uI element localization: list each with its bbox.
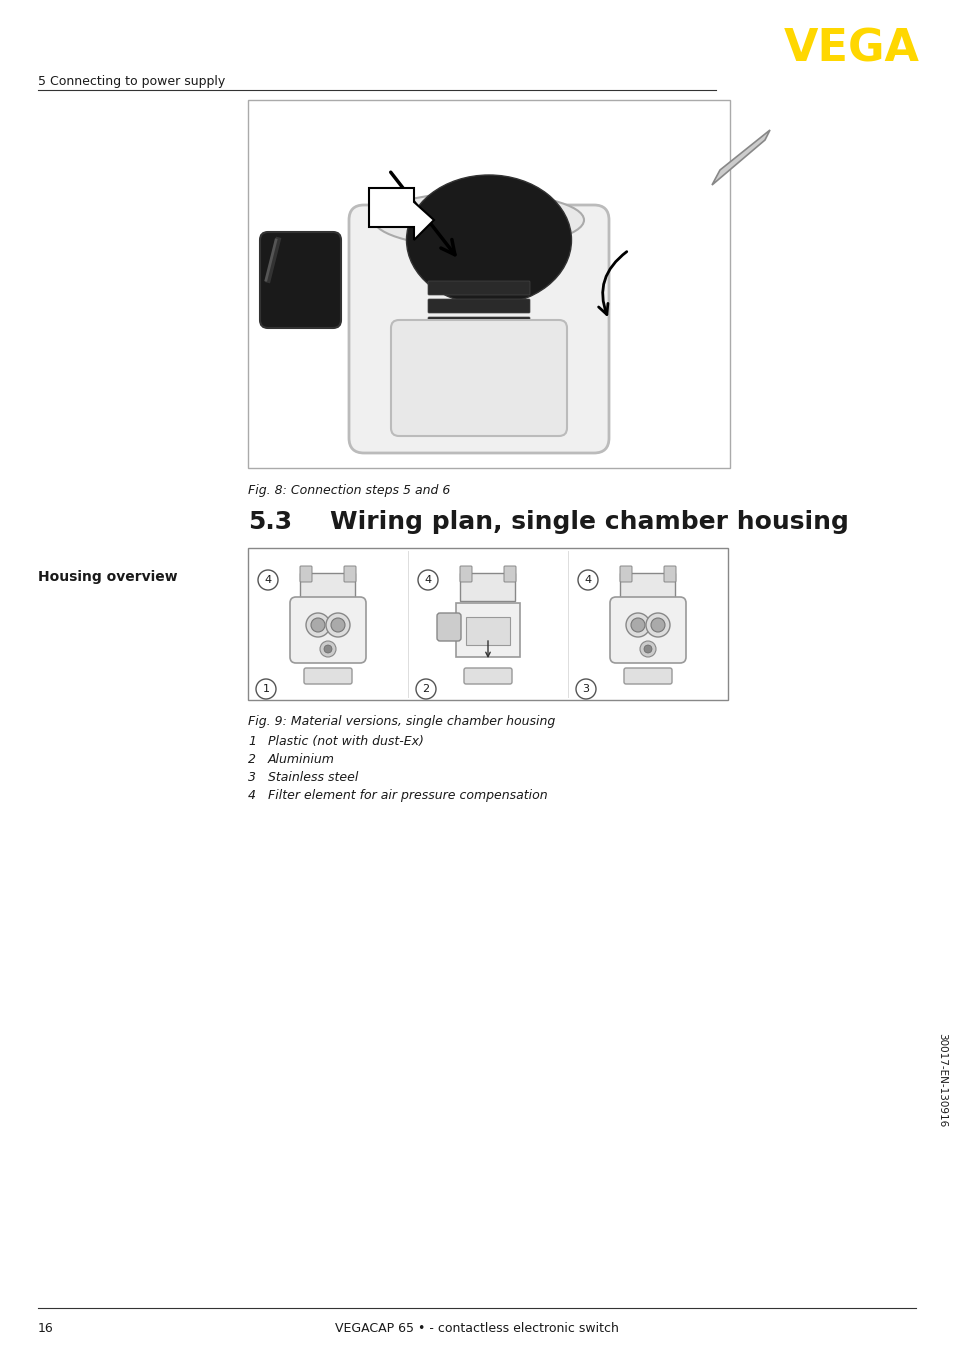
- FancyBboxPatch shape: [623, 668, 671, 684]
- FancyBboxPatch shape: [344, 566, 355, 582]
- Ellipse shape: [374, 192, 583, 248]
- Text: 4: 4: [248, 789, 255, 802]
- FancyBboxPatch shape: [609, 597, 685, 663]
- Text: 4: 4: [424, 575, 431, 585]
- FancyBboxPatch shape: [428, 317, 530, 330]
- FancyBboxPatch shape: [503, 566, 516, 582]
- Ellipse shape: [406, 175, 571, 305]
- Text: Wiring plan, single chamber housing: Wiring plan, single chamber housing: [330, 510, 848, 533]
- FancyBboxPatch shape: [428, 299, 530, 313]
- Bar: [460, 573, 515, 601]
- FancyBboxPatch shape: [391, 320, 566, 436]
- FancyBboxPatch shape: [428, 353, 530, 367]
- Circle shape: [311, 617, 325, 632]
- Circle shape: [576, 678, 596, 699]
- Circle shape: [326, 613, 350, 636]
- Text: 2: 2: [248, 753, 255, 766]
- Text: 4: 4: [584, 575, 591, 585]
- Bar: [456, 603, 519, 657]
- Circle shape: [319, 640, 335, 657]
- FancyBboxPatch shape: [619, 566, 631, 582]
- Polygon shape: [711, 130, 769, 185]
- Bar: [300, 573, 355, 601]
- Text: 3: 3: [248, 770, 255, 784]
- Bar: [248, 548, 727, 700]
- Text: Aluminium: Aluminium: [268, 753, 335, 766]
- Text: 2: 2: [422, 684, 429, 695]
- Circle shape: [625, 613, 649, 636]
- Bar: [248, 100, 729, 468]
- Text: VEGACAP 65 • - contactless electronic switch: VEGACAP 65 • - contactless electronic sw…: [335, 1322, 618, 1335]
- Text: Stainless steel: Stainless steel: [268, 770, 358, 784]
- Circle shape: [255, 678, 275, 699]
- Text: 5 Connecting to power supply: 5 Connecting to power supply: [38, 74, 225, 88]
- Circle shape: [630, 617, 644, 632]
- FancyBboxPatch shape: [459, 566, 472, 582]
- Text: 3: 3: [582, 684, 589, 695]
- Bar: [465, 617, 510, 645]
- Circle shape: [578, 570, 598, 590]
- Text: Fig. 8: Connection steps 5 and 6: Fig. 8: Connection steps 5 and 6: [248, 483, 450, 497]
- Circle shape: [416, 678, 436, 699]
- Circle shape: [650, 617, 664, 632]
- Text: 4: 4: [264, 575, 272, 585]
- Circle shape: [257, 570, 277, 590]
- FancyBboxPatch shape: [663, 566, 676, 582]
- Text: Fig. 9: Material versions, single chamber housing: Fig. 9: Material versions, single chambe…: [248, 715, 555, 728]
- Bar: [619, 573, 675, 601]
- Circle shape: [645, 613, 669, 636]
- Circle shape: [324, 645, 332, 653]
- Circle shape: [417, 570, 437, 590]
- FancyBboxPatch shape: [260, 232, 340, 328]
- Text: Plastic (not with dust-Ex): Plastic (not with dust-Ex): [268, 735, 423, 747]
- FancyBboxPatch shape: [304, 668, 352, 684]
- Circle shape: [306, 613, 330, 636]
- FancyBboxPatch shape: [428, 334, 530, 349]
- FancyBboxPatch shape: [463, 668, 512, 684]
- FancyBboxPatch shape: [428, 371, 530, 385]
- FancyBboxPatch shape: [299, 566, 312, 582]
- Text: Filter element for air pressure compensation: Filter element for air pressure compensa…: [268, 789, 547, 802]
- Text: 1: 1: [262, 684, 269, 695]
- Text: 5.3: 5.3: [248, 510, 292, 533]
- FancyBboxPatch shape: [428, 282, 530, 295]
- Circle shape: [643, 645, 651, 653]
- FancyBboxPatch shape: [349, 204, 608, 454]
- Circle shape: [331, 617, 345, 632]
- Circle shape: [639, 640, 656, 657]
- Text: 16: 16: [38, 1322, 53, 1335]
- Text: Housing overview: Housing overview: [38, 570, 177, 584]
- Polygon shape: [369, 188, 434, 240]
- Text: VEGA: VEGA: [783, 28, 919, 70]
- Text: 1: 1: [248, 735, 255, 747]
- Text: 30017-EN-130916: 30017-EN-130916: [936, 1033, 946, 1127]
- FancyBboxPatch shape: [290, 597, 366, 663]
- FancyBboxPatch shape: [436, 613, 460, 640]
